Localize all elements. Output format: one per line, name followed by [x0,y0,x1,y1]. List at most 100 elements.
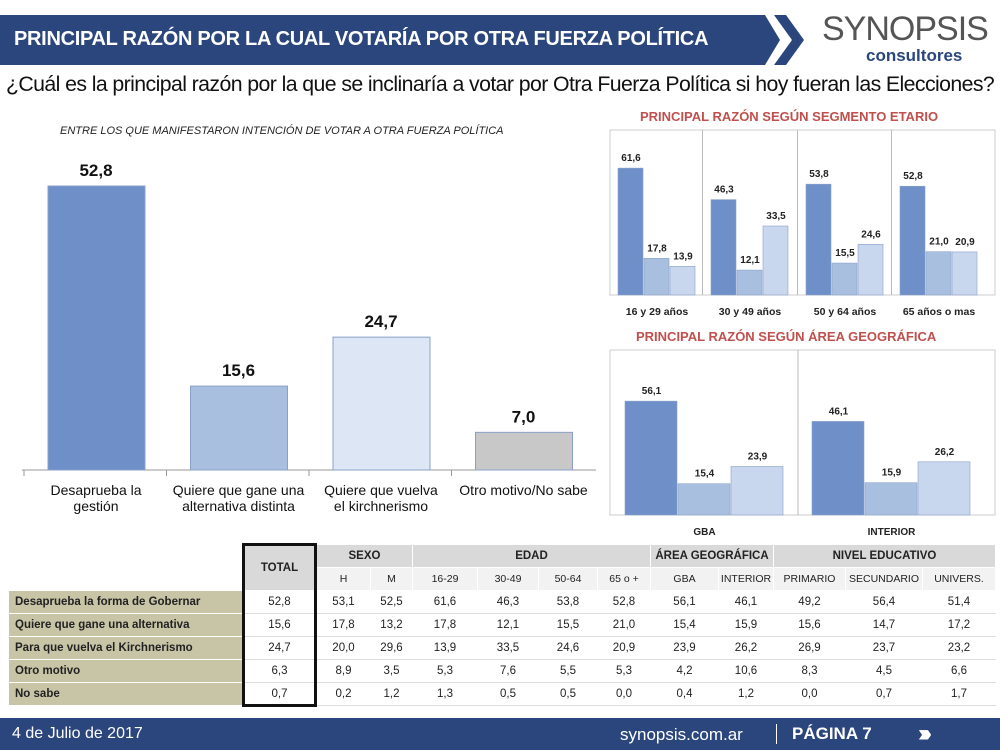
table-cell: 20,9 [597,636,651,660]
title-banner [0,15,780,65]
category-label: 65 años o mas [903,306,976,318]
table-cell: 0,0 [773,682,846,706]
table-cell: 49,2 [773,590,846,614]
table-cell: 1,7 [922,682,996,706]
corner-cell [8,544,244,568]
divider [776,724,777,744]
data-label: 12,1 [740,255,760,266]
category-label: Otro motivo/No sabe [459,482,588,498]
page-number: PÁGINA 7 [792,724,872,743]
table-cell: 33,5 [477,636,539,660]
group-header: SEXO [315,544,413,568]
bar [475,431,573,471]
bar [899,185,926,296]
plot-frame [609,129,996,296]
total-header: TOTAL [242,543,317,591]
column-header: GBA [650,567,719,591]
table-cell: 7,6 [477,659,539,683]
data-label: 46,3 [714,185,734,196]
column-header: 30-49 [477,567,539,591]
data-label: 61,6 [621,153,641,164]
footer-site: synopsis.com.ar [620,725,743,744]
table-cell: 26,2 [718,636,774,660]
bar [669,266,696,296]
table-cell: 13,2 [370,613,413,637]
data-label: 26,2 [935,447,955,458]
table-cell: 5,3 [597,659,651,683]
bar [710,199,737,296]
data-label: 21,0 [929,237,949,248]
data-label: 13,9 [673,251,693,262]
bar [857,244,884,296]
logo-subtitle: consultores [866,46,963,65]
data-label: 15,5 [835,248,855,259]
logo: SYNOPSIS [822,10,989,48]
table-cell: 10,6 [718,659,774,683]
category-label: Quiere que vuelva el kirchnerismo [324,482,438,514]
bar [951,251,978,296]
table-cell: 1,2 [718,682,774,706]
corner-cell [8,567,244,591]
table-cell: 52,5 [370,590,413,614]
table-cell: 52,8 [242,590,317,614]
question: ¿Cuál es la principal razón por la que s… [6,72,995,96]
data-label: 15,6 [222,361,255,380]
category-label: GBA [693,527,715,538]
table-cell: 23,7 [845,636,923,660]
table-cell: 21,0 [597,613,651,637]
bar [624,400,678,516]
table-cell: 15,6 [242,613,317,637]
page-title: PRINCIPAL RAZÓN POR LA CUAL VOTARÍA POR … [14,28,709,50]
age-bar-chart: 61,6 17,8 13,9 16 y 29 años 46,3 12,1 33,5 30 y… [609,129,996,318]
table-cell: 15,5 [538,613,598,637]
row-label: Desaprueba la forma de Gobernar [8,590,244,614]
bar [762,225,789,296]
bar [730,466,784,516]
table-cell: 0,5 [477,682,539,706]
bar [925,251,952,296]
table-cell: 6,6 [922,659,996,683]
bar [864,482,918,516]
chevrons-icon: ›››› [918,720,932,747]
table-cell: 53,1 [315,590,371,614]
table-cell: 15,4 [650,613,719,637]
column-header: 65 o + [597,567,651,591]
age-chart-title: PRINCIPAL RAZÓN SEGÚN SEGMENTO ETARIO [640,109,939,124]
table-cell: 4,5 [845,659,923,683]
table-cell: 8,3 [773,659,846,683]
table-cell: 13,9 [412,636,478,660]
bar [617,167,644,296]
bar [736,269,763,296]
table-cell: 0,4 [650,682,719,706]
column-header: INTERIOR [718,567,774,591]
table-cell: 0,7 [242,682,317,707]
footer: 4 de Julio de 2017 synopsis.com.ar PÁGIN… [0,718,1000,750]
table-cell: 52,8 [597,590,651,614]
category-label: Quiere que gane una alternativa distinta [173,482,305,514]
table-cell: 20,0 [315,636,371,660]
data-label: 23,9 [748,451,768,462]
data-label: 52,8 [903,171,923,182]
column-header: 50-64 [538,567,598,591]
group-header: ÁREA GEOGRÁFICA [650,544,774,568]
table-cell: 46,3 [477,590,539,614]
geo-chart-title: PRINCIPAL RAZÓN SEGÚN ÁREA GEOGRÁFICA [636,329,937,344]
table-cell: 6,3 [242,659,317,683]
table-cell: 24,6 [538,636,598,660]
column-header: UNIVERS. [922,567,996,591]
table-cell: 29,6 [370,636,413,660]
table-cell: 17,2 [922,613,996,637]
group-header: NIVEL EDUCATIVO [773,544,996,568]
table-cell: 61,6 [412,590,478,614]
column-header: SECUNDARIO [845,567,923,591]
table-cell: 5,3 [412,659,478,683]
table-cell: 14,7 [845,613,923,637]
table-cell: 4,2 [650,659,719,683]
bar [811,421,865,516]
bar [917,461,971,516]
table-cell: 12,1 [477,613,539,637]
table-cell: 56,4 [845,590,923,614]
table-cell: 46,1 [718,590,774,614]
table-cell: 5,5 [538,659,598,683]
category-label: 50 y 64 años [814,306,877,318]
